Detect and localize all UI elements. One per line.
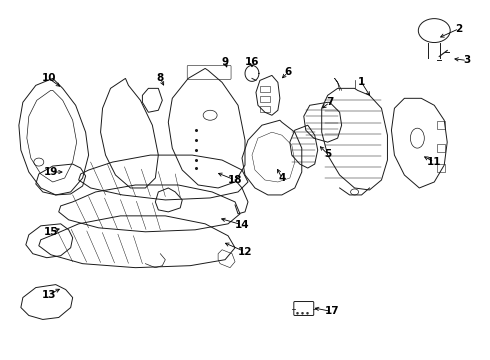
Bar — [260, 96, 270, 102]
Text: 7: 7 — [326, 97, 333, 107]
Text: 5: 5 — [324, 149, 331, 159]
Text: 8: 8 — [157, 73, 164, 84]
Bar — [437, 121, 445, 129]
Text: 16: 16 — [245, 58, 259, 67]
Bar — [437, 144, 445, 152]
Text: 2: 2 — [456, 24, 463, 33]
Bar — [260, 86, 270, 92]
Text: 10: 10 — [42, 73, 56, 84]
Text: 17: 17 — [324, 306, 339, 316]
Text: 19: 19 — [44, 167, 58, 177]
Text: 6: 6 — [284, 67, 292, 77]
Text: 13: 13 — [42, 289, 56, 300]
Text: 9: 9 — [221, 58, 229, 67]
Text: 15: 15 — [44, 227, 58, 237]
Text: 11: 11 — [427, 157, 441, 167]
Text: 12: 12 — [238, 247, 252, 257]
Text: 4: 4 — [278, 173, 286, 183]
Text: 14: 14 — [235, 220, 249, 230]
Text: 1: 1 — [358, 77, 365, 87]
Text: 3: 3 — [464, 55, 471, 66]
Bar — [260, 106, 270, 112]
Text: 18: 18 — [228, 175, 242, 185]
Bar — [437, 164, 445, 172]
